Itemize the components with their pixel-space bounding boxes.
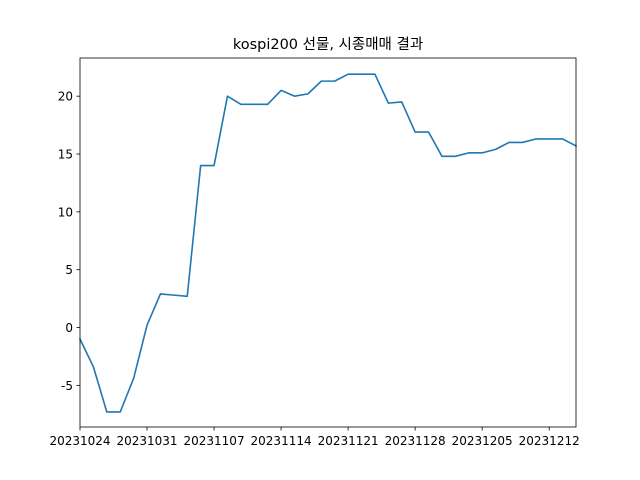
axes-frame <box>79 57 577 428</box>
x-tick-label: 20231128 <box>385 434 446 448</box>
x-tick-label: 20231031 <box>116 434 177 448</box>
plot-area: -5 0 5 10 15 20 20231024 20231031 20231107 202311… <box>49 57 580 448</box>
y-tick-label: -5 <box>61 379 73 393</box>
x-tick-label: 20231114 <box>251 434 312 448</box>
x-tick-label: 20231121 <box>318 434 379 448</box>
y-tick-label: 5 <box>65 263 73 277</box>
y-tick-label: 10 <box>58 205 73 219</box>
series-line <box>78 73 578 413</box>
x-tick-label: 20231212 <box>519 434 580 448</box>
x-tick-label: 20231024 <box>49 434 110 448</box>
x-tick-label: 20231205 <box>452 434 513 448</box>
y-tick-label: 0 <box>65 321 73 335</box>
y-tick-label: 20 <box>58 90 73 104</box>
chart-title: kospi200 선물, 시종매매 결과 <box>233 36 423 53</box>
y-tick-label: 15 <box>58 148 73 162</box>
x-tick-label: 20231107 <box>184 434 245 448</box>
